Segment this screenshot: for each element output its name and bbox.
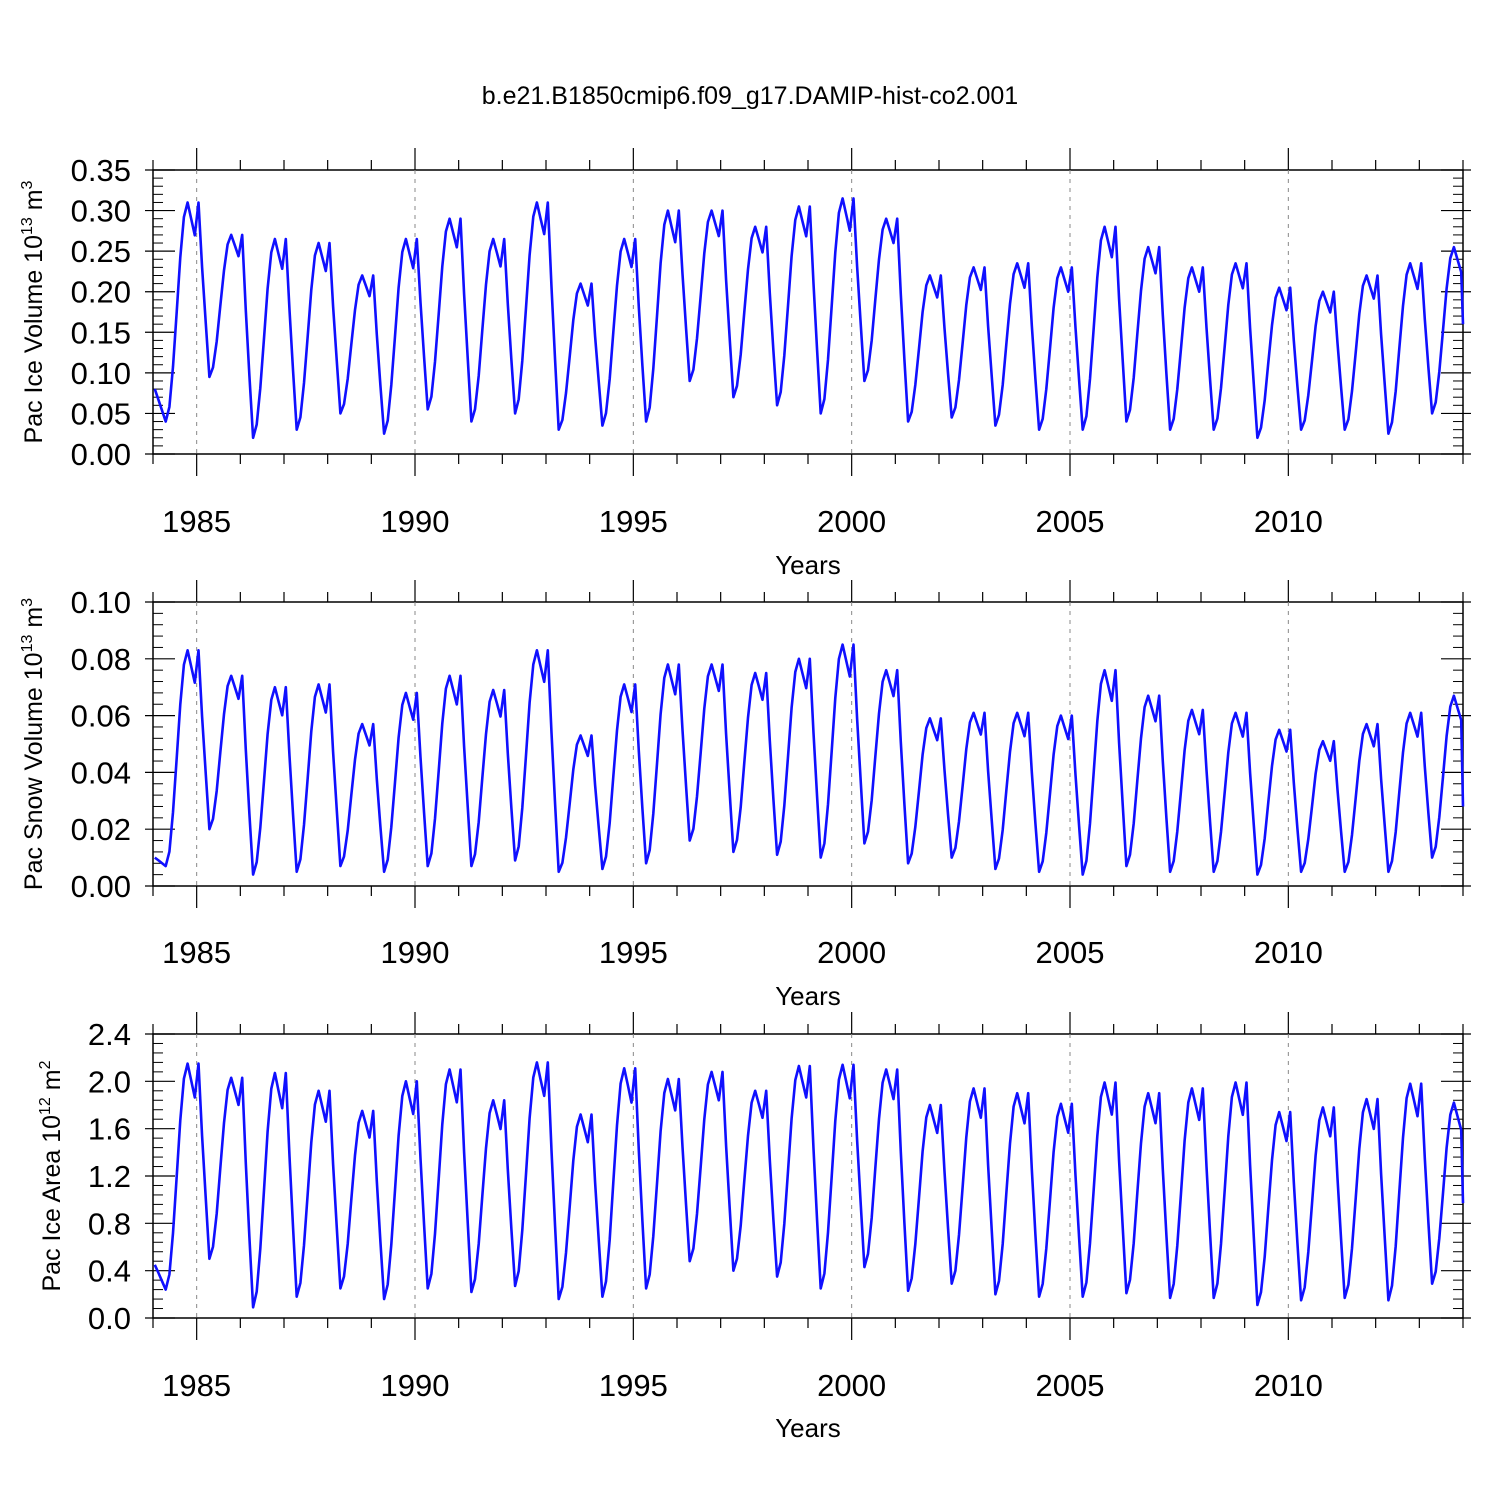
- x-tick-label: 2005: [1036, 1368, 1105, 1403]
- y-tick-label: 0.30: [71, 194, 131, 229]
- x-tick-label: 2005: [1036, 935, 1105, 970]
- y-tick-label: 0.04: [71, 755, 131, 790]
- y-axis-label-main: Pac Ice Area 10: [38, 1115, 66, 1292]
- x-tick-label: 1985: [162, 1368, 231, 1403]
- x-axis-label: Years: [775, 1413, 841, 1443]
- y-axis-label-exponent: 13: [19, 217, 36, 235]
- y-tick-label: 0.25: [71, 234, 131, 269]
- y-axis-label-unit: m: [20, 607, 48, 635]
- y-tick-label: 0.08: [71, 642, 131, 677]
- x-tick-label: 1990: [381, 935, 450, 970]
- series-line: [153, 197, 1465, 440]
- y-axis-label: Pac Snow Volume 1013 m3: [19, 598, 48, 890]
- x-tick-label: 1995: [599, 1368, 668, 1403]
- x-tick-label: 2000: [817, 935, 886, 970]
- y-axis-label-unit: m: [20, 189, 48, 217]
- series-line: [154, 643, 1465, 876]
- y-tick-label: 0.10: [71, 356, 131, 391]
- y-axis-label-exponent: 13: [19, 635, 36, 653]
- series-line: [153, 1061, 1465, 1309]
- y-tick-label: 0.00: [71, 437, 131, 472]
- x-tick-label: 1995: [599, 504, 668, 539]
- x-tick-label: 2010: [1254, 935, 1323, 970]
- y-tick-label: 0.4: [88, 1254, 131, 1289]
- y-tick-label: 0.00: [71, 869, 131, 904]
- y-tick-label: 1.6: [88, 1112, 131, 1147]
- panel-ice-volume: 0.00 0.05 0.10 0.15 0.20 0.25 0.30 0.35 1985 1990…: [19, 148, 1471, 580]
- y-tick-label: 1.2: [88, 1159, 131, 1194]
- y-tick-label: 0.06: [71, 699, 131, 734]
- x-tick-label: 2005: [1036, 504, 1105, 539]
- plot-frame: [152, 601, 1464, 887]
- y-tick-label: 0.05: [71, 396, 131, 431]
- x-axis-label: Years: [775, 550, 841, 580]
- y-tick-label: 0.02: [71, 812, 131, 847]
- x-tick-label: 1995: [599, 935, 668, 970]
- y-tick-label: 0.35: [71, 153, 131, 188]
- x-axis-label: Years: [775, 981, 841, 1011]
- figure-title: b.e21.B1850cmip6.f09_g17.DAMIP-hist-co2.…: [481, 82, 1019, 110]
- y-axis-label-main: Pac Snow Volume 10: [20, 652, 48, 890]
- y-tick-label: 0.15: [71, 315, 131, 350]
- y-axis-label-unit-exponent: 3: [19, 180, 36, 189]
- panel-snow-volume: 0.00 0.02 0.04 0.06 0.08 0.10 1985 1990 1995 2000…: [19, 580, 1471, 1011]
- y-tick-label: 0.0: [88, 1301, 131, 1336]
- y-axis-label: Pac Ice Volume 1013 m3: [19, 180, 48, 443]
- y-axis-label-unit-exponent: 2: [37, 1060, 54, 1069]
- panel-ice-area: 0.0 0.4 0.8 1.2 1.6 2.0 2.4 1985 1990 1995 2000 200…: [37, 1012, 1471, 1443]
- x-tick-label: 1990: [381, 1368, 450, 1403]
- x-tick-label: 2010: [1254, 1368, 1323, 1403]
- x-tick-label: 2000: [817, 504, 886, 539]
- y-axis-label-unit-exponent: 3: [19, 598, 36, 607]
- x-tick-label: 2010: [1254, 504, 1323, 539]
- y-axis-label: Pac Ice Area 1012 m2: [37, 1060, 66, 1291]
- y-tick-label: 0.8: [88, 1206, 131, 1241]
- y-tick-label: 2.0: [88, 1064, 131, 1099]
- x-tick-label: 2000: [817, 1368, 886, 1403]
- y-tick-label: 0.10: [71, 585, 131, 620]
- y-axis-label-unit: m: [38, 1069, 66, 1097]
- y-axis-label-exponent: 12: [37, 1097, 54, 1115]
- y-tick-label: 0.20: [71, 275, 131, 310]
- x-tick-label: 1985: [162, 504, 231, 539]
- y-tick-label: 2.4: [88, 1017, 131, 1052]
- x-tick-label: 1990: [381, 504, 450, 539]
- y-axis-label-main: Pac Ice Volume 10: [20, 235, 48, 443]
- x-tick-label: 1985: [162, 935, 231, 970]
